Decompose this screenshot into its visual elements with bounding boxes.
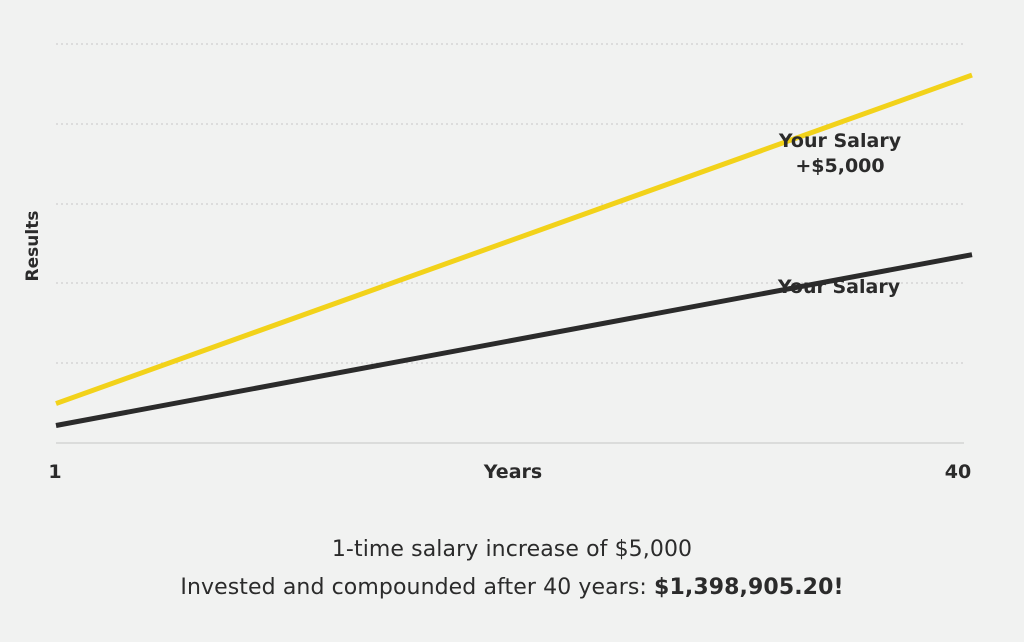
series-line-2 <box>55 252 973 428</box>
x-tick-label-end: 40 <box>945 461 971 483</box>
x-tick-label-start: 1 <box>48 461 61 483</box>
series-labels: Your Salary +$5,000 Your Salary <box>777 130 902 298</box>
series-lines <box>55 72 973 428</box>
caption-line-2: Invested and compounded after 40 years: … <box>0 575 1024 600</box>
series-label-2-line-1: Your Salary <box>777 276 901 298</box>
series-label-2: Your Salary <box>777 276 901 298</box>
series-label-1-line-2: +$5,000 <box>795 155 884 177</box>
series-line-1 <box>55 72 973 406</box>
x-axis-label: Years <box>483 461 542 483</box>
y-axis-label: Results <box>23 211 43 282</box>
series-label-1: Your Salary +$5,000 <box>778 130 902 177</box>
gridlines <box>56 43 964 364</box>
caption-amount: $1,398,905.20! <box>654 575 844 600</box>
caption-line-1: 1-time salary increase of $5,000 <box>331 537 693 562</box>
series-label-1-line-1: Your Salary <box>778 130 902 152</box>
caption-line-2-text: Invested and compounded after 40 years: <box>180 575 655 600</box>
